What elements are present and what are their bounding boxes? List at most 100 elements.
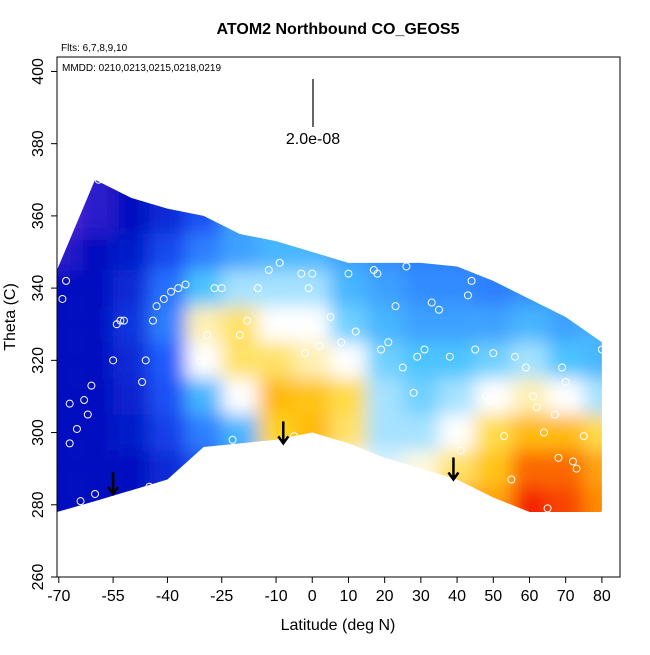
obs-point <box>601 508 610 516</box>
heat-cell <box>149 342 186 379</box>
x-tick-label: 60 <box>521 588 539 605</box>
heat-cell <box>185 270 222 307</box>
heat-cell <box>330 450 367 487</box>
x-tick-label: 20 <box>376 588 394 605</box>
heat-cell <box>113 270 150 307</box>
heat-cell <box>113 486 150 512</box>
heat-cell <box>547 378 584 415</box>
heat-cell <box>294 306 331 343</box>
heat-cell <box>294 414 331 451</box>
obs-point <box>463 291 472 300</box>
heat-cell <box>511 306 548 343</box>
obs-point <box>116 316 125 325</box>
heat-cell <box>257 179 295 271</box>
plot-frame <box>56 56 621 578</box>
heat-cell <box>57 306 77 343</box>
obs-point <box>65 439 74 448</box>
heat-cell <box>221 378 258 415</box>
heat-cell <box>221 414 258 451</box>
heat-cell <box>149 270 186 307</box>
y-tick-label: 400 <box>30 58 47 85</box>
heat-cell <box>475 378 512 415</box>
heat-cell <box>113 414 150 451</box>
obs-point <box>235 331 244 340</box>
obs-point <box>76 497 85 506</box>
x-tick-label: 70 <box>557 588 575 605</box>
obs-point <box>489 349 498 358</box>
heat-cell <box>475 306 512 343</box>
obs-point <box>69 508 78 516</box>
heat-cell <box>149 450 186 487</box>
heat-cell <box>366 486 403 512</box>
obs-point <box>217 284 226 293</box>
obs-point <box>141 356 150 365</box>
heat-cell <box>185 450 222 487</box>
heat-cell <box>366 342 403 379</box>
heat-cell <box>113 378 150 415</box>
obs-point <box>301 349 310 358</box>
heat-cell <box>149 486 186 512</box>
obs-point <box>83 410 92 419</box>
y-tick-label: 360 <box>30 202 47 229</box>
heat-cell <box>185 378 222 415</box>
x-tick-label: -55 <box>102 588 125 605</box>
heat-cell <box>294 342 331 379</box>
heat-cell <box>113 342 150 379</box>
obs-point <box>543 504 552 513</box>
heat-cell <box>257 414 295 451</box>
heat-cell <box>221 342 258 379</box>
obs-point <box>409 388 418 397</box>
obs-point <box>72 424 81 433</box>
heat-cell <box>402 378 439 415</box>
x-tick-label: 30 <box>412 588 430 605</box>
heat-cell <box>330 306 367 343</box>
heat-cell <box>547 486 584 512</box>
heat-cell <box>76 270 114 307</box>
x-tick-label: 50 <box>484 588 502 605</box>
heat-cell <box>547 179 584 343</box>
arrow <box>277 421 290 446</box>
obs-point <box>391 302 400 311</box>
heat-cell <box>113 197 150 234</box>
obs-point <box>167 287 176 296</box>
obs-point <box>275 258 284 267</box>
heat-cell <box>511 414 548 451</box>
heat-cell <box>475 486 512 512</box>
obs-point <box>471 345 480 354</box>
obs-point <box>521 363 530 372</box>
heat-cell <box>149 179 186 198</box>
obs-point <box>58 294 67 303</box>
x-tick-label: -10 <box>264 588 287 605</box>
obs-point <box>377 345 386 354</box>
obs-point <box>91 489 100 498</box>
arrow <box>447 457 460 482</box>
heat-cell <box>221 486 258 512</box>
obs-point <box>138 378 147 386</box>
heat-cell <box>76 197 114 234</box>
heat-cell <box>330 179 367 271</box>
heat-cell <box>438 450 476 487</box>
heat-cell <box>438 179 476 271</box>
heat-cell <box>113 233 150 271</box>
heat-cell <box>57 342 77 379</box>
obs-point <box>554 453 563 462</box>
heat-cell <box>257 450 295 487</box>
heat-cell <box>76 342 114 379</box>
heat-cell <box>402 270 439 307</box>
heat-cell <box>330 378 367 415</box>
obs-point <box>344 269 353 278</box>
obs-point <box>500 432 509 441</box>
obs-point <box>445 352 454 361</box>
obs-point <box>568 457 577 466</box>
obs-point <box>62 276 71 285</box>
x-tick-label: 10 <box>340 588 358 605</box>
heat-cell <box>511 450 548 487</box>
heat-cell <box>330 414 367 451</box>
obs-point <box>561 378 570 386</box>
obs-point <box>304 284 313 293</box>
heat-cell <box>221 270 258 307</box>
subtitle: Flts: 6,7,8,9,10 <box>61 43 128 54</box>
heat-cell <box>366 414 403 451</box>
heat-cell <box>57 414 77 451</box>
heat-cell <box>402 414 439 451</box>
